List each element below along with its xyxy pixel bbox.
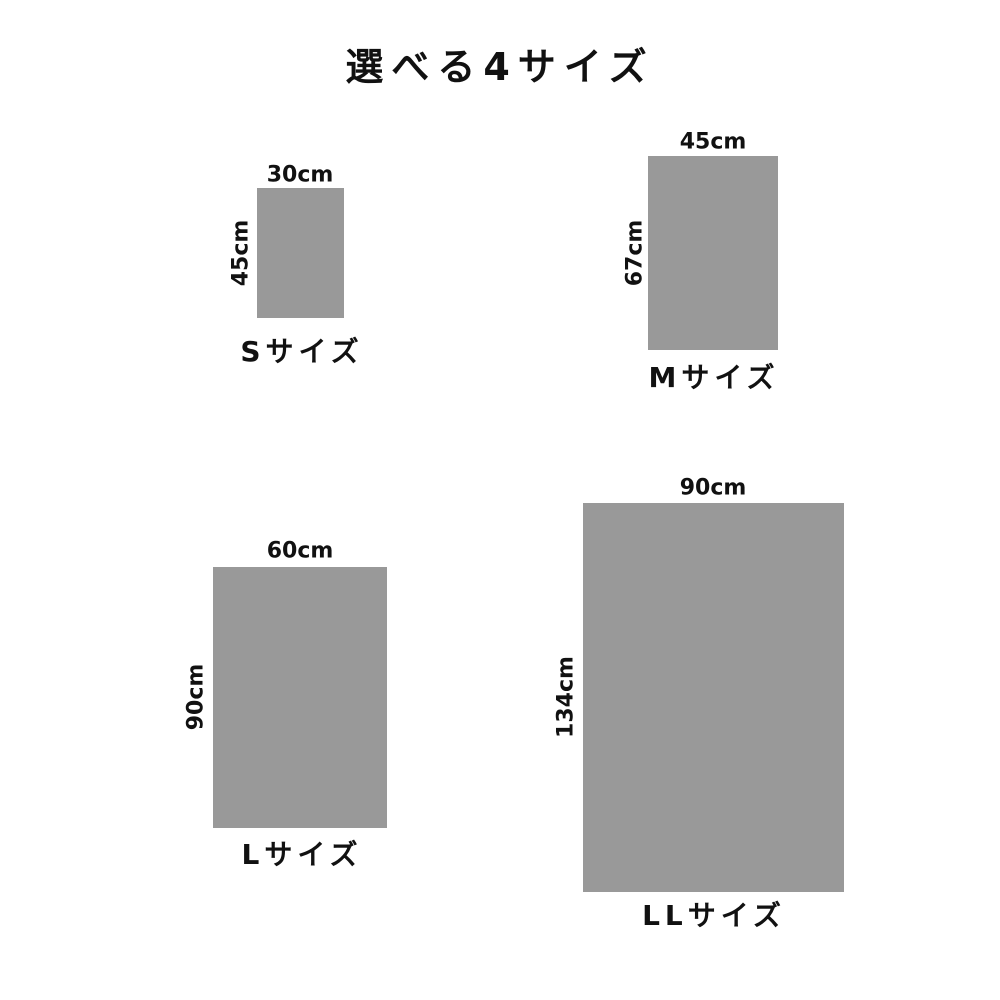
size-m-rect <box>648 156 778 350</box>
size-m-width: 45cm <box>679 129 747 155</box>
size-l-name: Lサイズ <box>241 838 363 871</box>
size-s-name: Sサイズ <box>240 335 364 368</box>
page-title: 選べる4サイズ <box>345 45 655 89</box>
size-s-rect <box>257 188 344 318</box>
size-ll-rect <box>583 503 844 892</box>
size-l-height: 90cm <box>183 663 209 731</box>
size-l-rect <box>213 567 387 828</box>
size-m-name: Mサイズ <box>648 361 780 394</box>
size-m-height: 67cm <box>622 219 648 287</box>
size-l-width: 60cm <box>266 538 334 564</box>
size-ll-name: LLサイズ <box>642 899 786 932</box>
size-s-width: 30cm <box>266 162 334 188</box>
size-ll-width: 90cm <box>679 475 747 501</box>
size-s-height: 45cm <box>228 219 254 287</box>
size-ll-height: 134cm <box>553 656 579 738</box>
